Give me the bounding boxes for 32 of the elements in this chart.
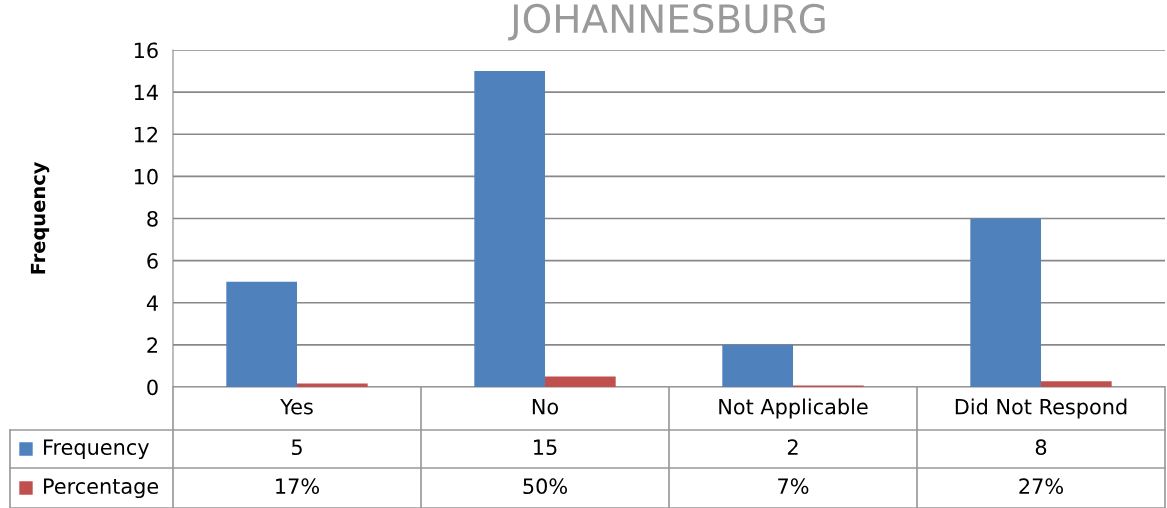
y-tick-label: 0 [147,379,158,396]
x-tick-label: Did Not Respond [955,398,1127,419]
bar [545,376,616,387]
x-tick-label: Yes [280,399,313,415]
bar [970,218,1041,387]
data-label: 17% [276,478,319,495]
y-tick-label: 14 [134,84,158,101]
data-label: 50% [523,478,567,495]
y-tick-label: 16 [134,42,158,59]
y-tick-label: 2 [147,337,158,353]
y-tick-label: 12 [134,126,158,143]
y-tick-label: 8 [147,210,158,227]
y-tick-label: 4 [146,295,158,311]
data-label: 27% [1019,478,1063,495]
y-tick-label: 6 [147,253,158,269]
bar [297,383,368,387]
y-tick-label: 10 [134,168,158,185]
bar [474,71,545,387]
legend-label: Percentage [44,478,159,499]
y-axis-title: Frequency [30,161,50,274]
bar [722,344,793,387]
x-tick-label: Not Applicable [719,398,868,419]
data-label: 8 [1035,439,1047,456]
data-label: 7% [778,478,809,495]
data-label: 2 [787,439,798,455]
data-label: 15 [534,439,557,456]
bar [226,281,297,387]
data-label: 5 [291,439,302,456]
x-tick-label: No [532,399,559,415]
bar [1041,381,1112,387]
legend-label: Frequency [44,439,149,460]
chart-title: JOHANNESBURG [508,3,825,41]
